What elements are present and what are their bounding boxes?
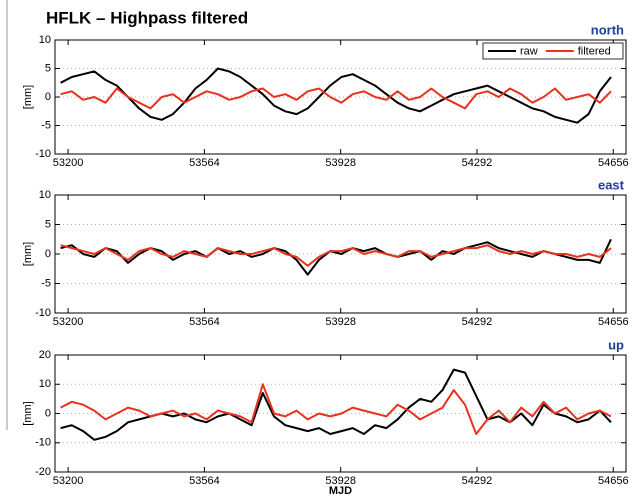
x-tick-label: 54656 <box>598 316 629 328</box>
x-tick-label: 54292 <box>462 157 493 169</box>
series-line <box>60 368 612 441</box>
axes-box <box>54 39 627 155</box>
series-line <box>60 383 612 435</box>
series-line <box>60 87 612 110</box>
y-tick-label: -10 <box>35 148 51 160</box>
x-tick-label: 53200 <box>53 316 84 328</box>
y-tick-label: -20 <box>35 466 51 478</box>
panel-title: north <box>591 22 624 37</box>
y-tick-label: 5 <box>45 62 51 74</box>
x-tick-label: 53200 <box>53 475 84 487</box>
y-tick-label: -5 <box>41 277 51 289</box>
y-tick-label: 10 <box>39 34 51 46</box>
y-tick-label: 10 <box>39 189 51 201</box>
y-tick-label: 20 <box>39 349 51 361</box>
series-line <box>60 67 612 124</box>
x-tick-label: 53928 <box>325 316 356 328</box>
y-tick-label: 5 <box>45 218 51 230</box>
y-axis-label: [mm] <box>22 401 34 425</box>
x-tick-label: 54656 <box>598 475 629 487</box>
series-line <box>60 244 612 267</box>
y-tick-label: 0 <box>45 91 51 103</box>
x-tick-label: 53928 <box>325 157 356 169</box>
x-tick-label: 54292 <box>462 475 493 487</box>
y-tick-label: -10 <box>35 437 51 449</box>
panel-title: up <box>608 337 624 352</box>
y-tick-label: 10 <box>39 378 51 390</box>
figure-title: HFLK – Highpass filtered <box>46 8 248 27</box>
x-tick-label: 53928 <box>325 475 356 487</box>
y-tick-label: 0 <box>45 407 51 419</box>
x-tick-label: 53564 <box>189 475 220 487</box>
axes-box <box>54 354 627 473</box>
legend-label: raw <box>520 45 538 57</box>
axes-box <box>54 194 627 314</box>
y-tick-label: 0 <box>45 248 51 260</box>
x-axis-label: MJD <box>329 485 352 496</box>
x-tick-label: 54656 <box>598 157 629 169</box>
x-tick-label: 53564 <box>189 316 220 328</box>
x-tick-label: 53200 <box>53 157 84 169</box>
legend-label: filtered <box>578 45 611 57</box>
series-line <box>60 238 612 276</box>
y-tick-label: -5 <box>41 119 51 131</box>
y-axis-label: [mm] <box>22 85 34 109</box>
y-tick-label: -10 <box>35 307 51 319</box>
panel-title: east <box>598 177 625 192</box>
x-tick-label: 54292 <box>462 316 493 328</box>
x-tick-label: 53564 <box>189 157 220 169</box>
y-axis-label: [mm] <box>22 242 34 266</box>
